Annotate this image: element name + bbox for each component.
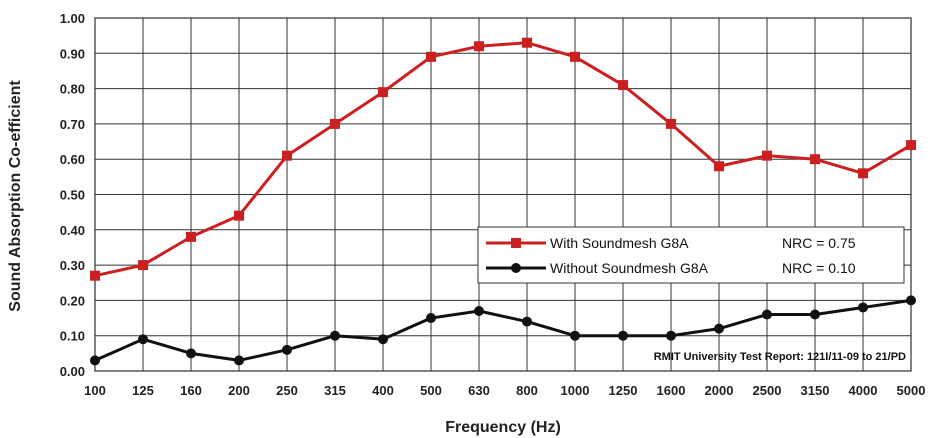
data-point bbox=[762, 150, 772, 161]
x-tick-label: 3150 bbox=[801, 383, 830, 398]
y-tick-labels: 0.00 0.10 0.20 0.30 0.40 0.50 0.60 0.70 0.80 0.90… bbox=[60, 11, 85, 379]
data-point bbox=[618, 330, 628, 341]
data-point bbox=[858, 302, 868, 313]
x-tick-label: 315 bbox=[324, 383, 346, 398]
x-axis-title: Frequency (Hz) bbox=[445, 419, 561, 436]
x-tick-label: 5000 bbox=[897, 383, 926, 398]
data-point bbox=[522, 37, 532, 48]
legend-marker bbox=[511, 238, 521, 248]
x-tick-label: 2500 bbox=[753, 383, 782, 398]
series-group bbox=[90, 37, 916, 366]
data-point bbox=[618, 80, 628, 91]
y-tick-label: 0.80 bbox=[60, 82, 85, 97]
data-point bbox=[714, 161, 724, 172]
data-point bbox=[138, 334, 148, 345]
y-tick-label: 0.90 bbox=[60, 46, 85, 61]
y-tick-label: 0.20 bbox=[60, 293, 85, 308]
y-tick-label: 0.50 bbox=[60, 188, 85, 203]
data-point bbox=[378, 334, 388, 345]
y-tick-label: 0.00 bbox=[60, 364, 85, 379]
data-point bbox=[666, 330, 676, 341]
x-tick-label: 1600 bbox=[657, 383, 686, 398]
data-point bbox=[426, 51, 436, 62]
data-point bbox=[474, 41, 484, 52]
x-tick-label: 1000 bbox=[561, 383, 590, 398]
data-point bbox=[90, 355, 100, 366]
y-tick-label: 1.00 bbox=[60, 11, 85, 26]
data-point bbox=[330, 118, 340, 129]
x-tick-label: 200 bbox=[228, 383, 250, 398]
data-point bbox=[138, 260, 148, 271]
y-axis-title: Sound Absorption Co-efficient bbox=[7, 80, 24, 312]
data-point bbox=[570, 51, 580, 62]
y-tick-label: 0.10 bbox=[60, 329, 85, 344]
data-point bbox=[234, 355, 244, 366]
x-tick-label: 2000 bbox=[705, 383, 734, 398]
data-point bbox=[186, 348, 196, 359]
x-tick-label: 800 bbox=[516, 383, 538, 398]
data-point bbox=[810, 154, 820, 165]
x-tick-label: 630 bbox=[468, 383, 490, 398]
data-point bbox=[186, 231, 196, 242]
legend-nrc: NRC = 0.10 bbox=[782, 260, 856, 276]
data-point bbox=[378, 87, 388, 98]
x-tick-label: 1250 bbox=[609, 383, 638, 398]
data-point bbox=[666, 118, 676, 129]
legend-box bbox=[477, 226, 905, 284]
y-tick-label: 0.60 bbox=[60, 152, 85, 167]
data-point bbox=[426, 313, 436, 324]
series-line bbox=[94, 41, 912, 278]
y-tick-label: 0.40 bbox=[60, 223, 85, 238]
x-tick-label: 100 bbox=[84, 383, 106, 398]
data-point bbox=[570, 330, 580, 341]
test-report-note: RMIT University Test Report: 121I/11-09 … bbox=[654, 351, 906, 363]
data-point bbox=[714, 323, 724, 334]
x-tick-label: 500 bbox=[420, 383, 442, 398]
legend: With Soundmesh G8A NRC = 0.75 Without Soun… bbox=[477, 226, 905, 284]
data-point bbox=[474, 305, 484, 316]
legend-marker bbox=[511, 263, 521, 273]
legend-label: With Soundmesh G8A bbox=[550, 235, 689, 251]
grid bbox=[94, 17, 912, 372]
y-tick-label: 0.30 bbox=[60, 258, 85, 273]
legend-label: Without Soundmesh G8A bbox=[550, 260, 709, 276]
x-tick-label: 400 bbox=[372, 383, 394, 398]
data-point bbox=[330, 330, 340, 341]
data-point bbox=[762, 309, 772, 320]
data-point bbox=[522, 316, 532, 327]
data-point bbox=[906, 295, 916, 306]
data-point bbox=[810, 309, 820, 320]
series-line bbox=[94, 298, 912, 362]
x-tick-label: 4000 bbox=[849, 383, 878, 398]
data-point bbox=[282, 344, 292, 355]
y-tick-label: 0.70 bbox=[60, 117, 85, 132]
x-tick-labels: 100 125 160 200 250 315 400 500 630 800 1000 1250 16… bbox=[84, 383, 925, 398]
data-point bbox=[282, 150, 292, 161]
data-point bbox=[906, 140, 916, 151]
x-tick-label: 125 bbox=[132, 383, 154, 398]
legend-nrc: NRC = 0.75 bbox=[782, 235, 856, 251]
data-point bbox=[234, 210, 244, 221]
x-tick-label: 160 bbox=[180, 383, 202, 398]
x-tick-label: 250 bbox=[276, 383, 298, 398]
data-point bbox=[858, 168, 868, 179]
data-point bbox=[90, 270, 100, 281]
